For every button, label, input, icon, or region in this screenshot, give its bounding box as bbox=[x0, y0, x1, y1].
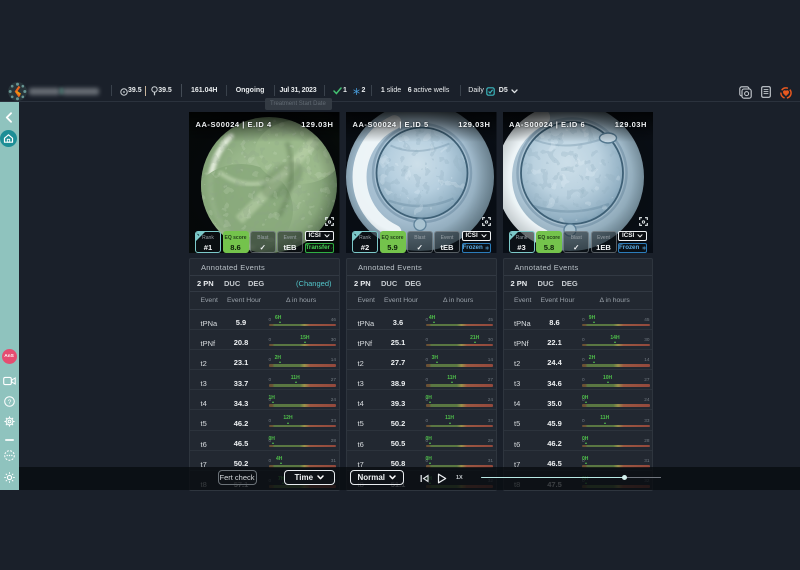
svg-text:?: ? bbox=[7, 399, 11, 406]
